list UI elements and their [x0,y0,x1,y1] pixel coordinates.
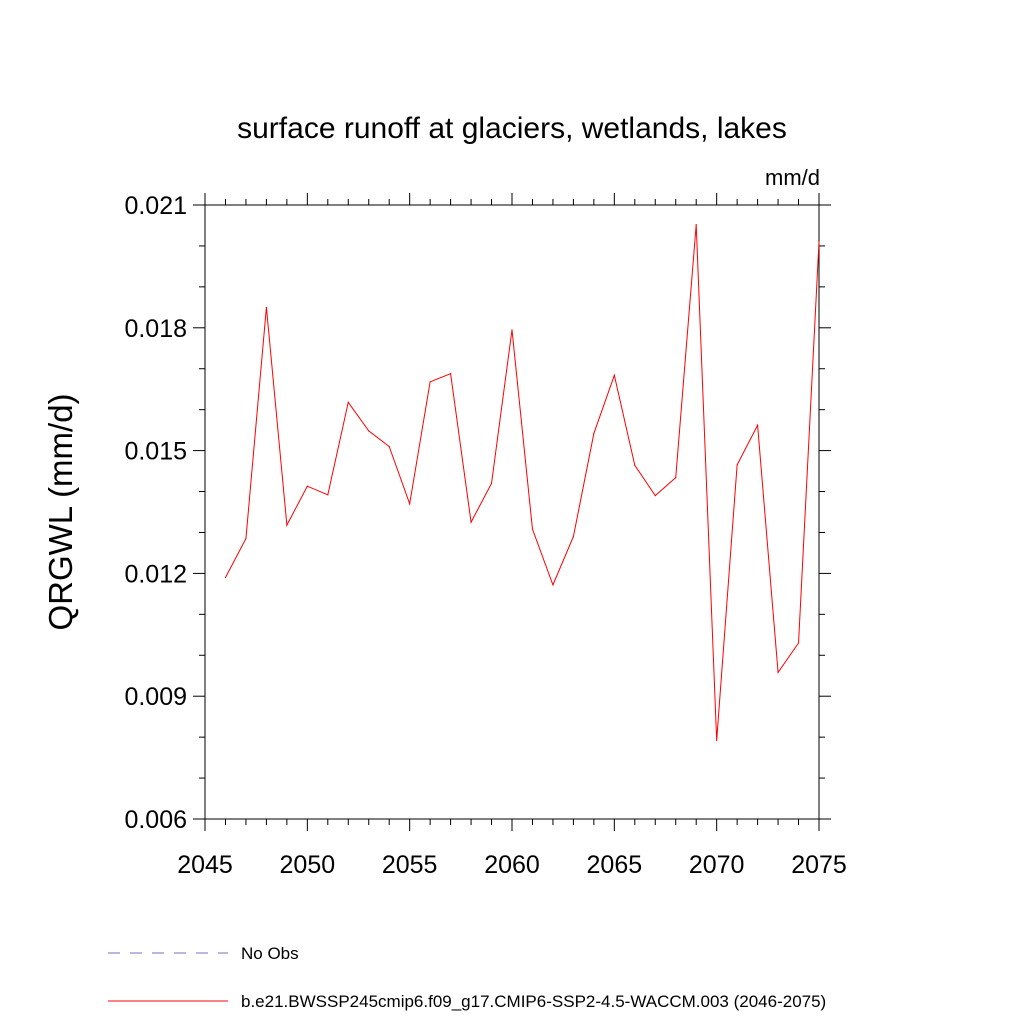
data-point [593,432,595,435]
data-point [695,224,697,226]
data-point [511,329,513,331]
x-tick-label: 2055 [382,851,438,879]
units-label: mm/d [765,165,820,190]
data-point [634,464,636,466]
x-tick-label: 2045 [177,851,233,879]
data-point [613,374,615,376]
data-point [654,495,656,497]
data-point [388,445,390,448]
y-axis-label: QRGWL (mm/d) [42,393,79,630]
x-tick-label: 2050 [280,851,336,879]
data-point [224,576,227,579]
x-tick-label: 2060 [484,851,540,879]
data-point [797,642,800,644]
data-point [490,482,493,484]
x-tick-label: 2075 [791,851,847,879]
data-point [347,401,349,403]
data-point [470,521,472,523]
data-point [736,464,738,466]
y-tick-label: 0.015 [124,438,187,466]
series-line-0 [225,224,820,741]
y-tick-label: 0.018 [124,315,187,343]
data-point [552,584,554,586]
data-point [306,485,308,487]
data-point [531,528,534,530]
data-point [368,430,370,432]
data-point [327,494,329,496]
axis-ticks: 2045 2050 2055 2060 2065 2070 2075 0.006 0.009 0.… [124,192,846,879]
data-point [777,671,779,674]
data-point [450,373,452,375]
data-point [818,241,820,243]
y-tick-label: 0.006 [124,806,187,834]
legend-label-no-obs: No Obs [241,944,299,963]
data-point [675,477,677,479]
data-point [572,535,575,538]
x-tick-label: 2065 [587,851,643,879]
plot-frame [204,204,820,820]
y-tick-label: 0.009 [124,683,187,711]
x-tick-label: 2070 [689,851,745,879]
data-point [409,503,411,505]
series-group [224,224,820,742]
data-point [286,524,288,526]
chart-title: surface runoff at glaciers, wetlands, la… [237,112,787,145]
y-tick-label: 0.021 [124,192,187,220]
legend-label-model-run: b.e21.BWSSP245cmip6.f09_g17.CMIP6-SSP2-4… [241,992,826,1011]
data-point [265,306,267,308]
data-point [716,739,718,742]
data-point [245,538,247,540]
y-tick-label: 0.012 [124,560,187,588]
data-point [429,381,431,383]
data-point [757,424,759,426]
legend: No Obs b.e21.BWSSP245cmip6.f09_g17.CMIP6… [108,944,826,1011]
